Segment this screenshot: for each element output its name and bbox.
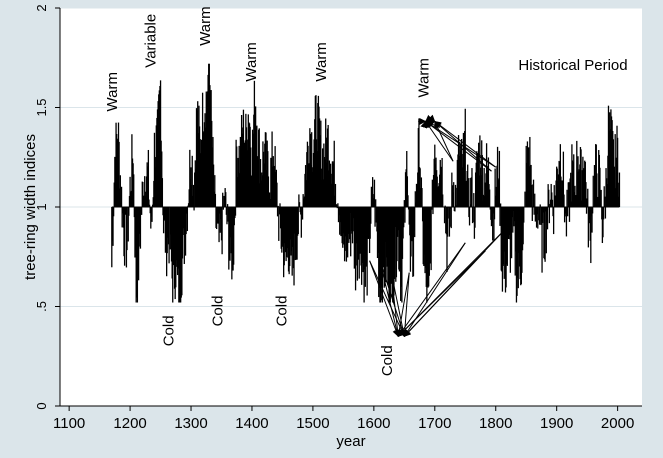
annotation-warm: Warm [197,6,214,45]
annotation-variable: Variable [142,14,159,68]
annotation-cold: Cold [379,345,396,376]
x-axis-ticks: 1100 1200 1300 1400 1500 1600 1700 1800 1900 2000 [53,406,634,432]
y-tick-label: 1.5 [34,98,49,116]
annotation-cold: Cold [161,315,178,346]
arrow-10-0 [397,230,505,337]
annotation-warm: Warm [243,42,260,81]
x-tick-label: 1800 [479,415,512,432]
arrow-11-0 [425,120,454,162]
annotation-cold: Cold [209,296,226,327]
x-axis-label: year [336,433,365,450]
arrow-3-0 [395,272,410,338]
x-tick-label: 2000 [601,415,634,432]
x-tick-label: 1200 [113,415,146,432]
arrow-3-1 [401,272,410,338]
y-axis-ticks: 0 .5 1 1.5 2 [34,4,60,410]
arrow-2-1 [390,270,407,338]
annotation-warm: Warm [313,42,330,81]
arrow-13-1 [434,121,497,168]
x-tick-label: 1700 [418,415,451,432]
arrow-1-0 [378,256,401,338]
arrow-12-0 [425,121,492,172]
y-tick-label: 1 [34,203,49,210]
period-annotations: Warm Variable Warm Warm Warm Warm Cold Cold Cold… [104,6,432,376]
annotation-warm: Warm [104,72,121,111]
x-tick-label: 1500 [296,415,329,432]
arrow-0-0 [369,260,400,338]
x-tick-label: 1900 [540,415,573,432]
annotation-cold: Cold [273,296,290,327]
arrow-2-0 [390,270,402,338]
x-tick-label: 1400 [235,415,268,432]
arrow-10-1 [403,230,505,337]
x-tick-label: 1600 [357,415,390,432]
arrow-annotations [369,114,505,338]
corner-label: Historical Period [518,57,627,74]
y-tick-label: .5 [34,301,49,312]
y-tick-label: 2 [34,4,49,11]
arrow-8-0 [397,242,466,337]
bar-series [111,63,621,303]
y-axis-label: tree-ring width indices [22,134,39,280]
y-tick-label: 0 [34,402,49,409]
annotation-warm: Warm [415,58,432,97]
x-tick-label: 1100 [53,415,85,432]
arrow-6-1 [427,114,436,122]
arrow-13-0 [425,121,497,168]
arrow-0-1 [369,260,405,337]
x-tick-label: 1300 [174,415,207,432]
